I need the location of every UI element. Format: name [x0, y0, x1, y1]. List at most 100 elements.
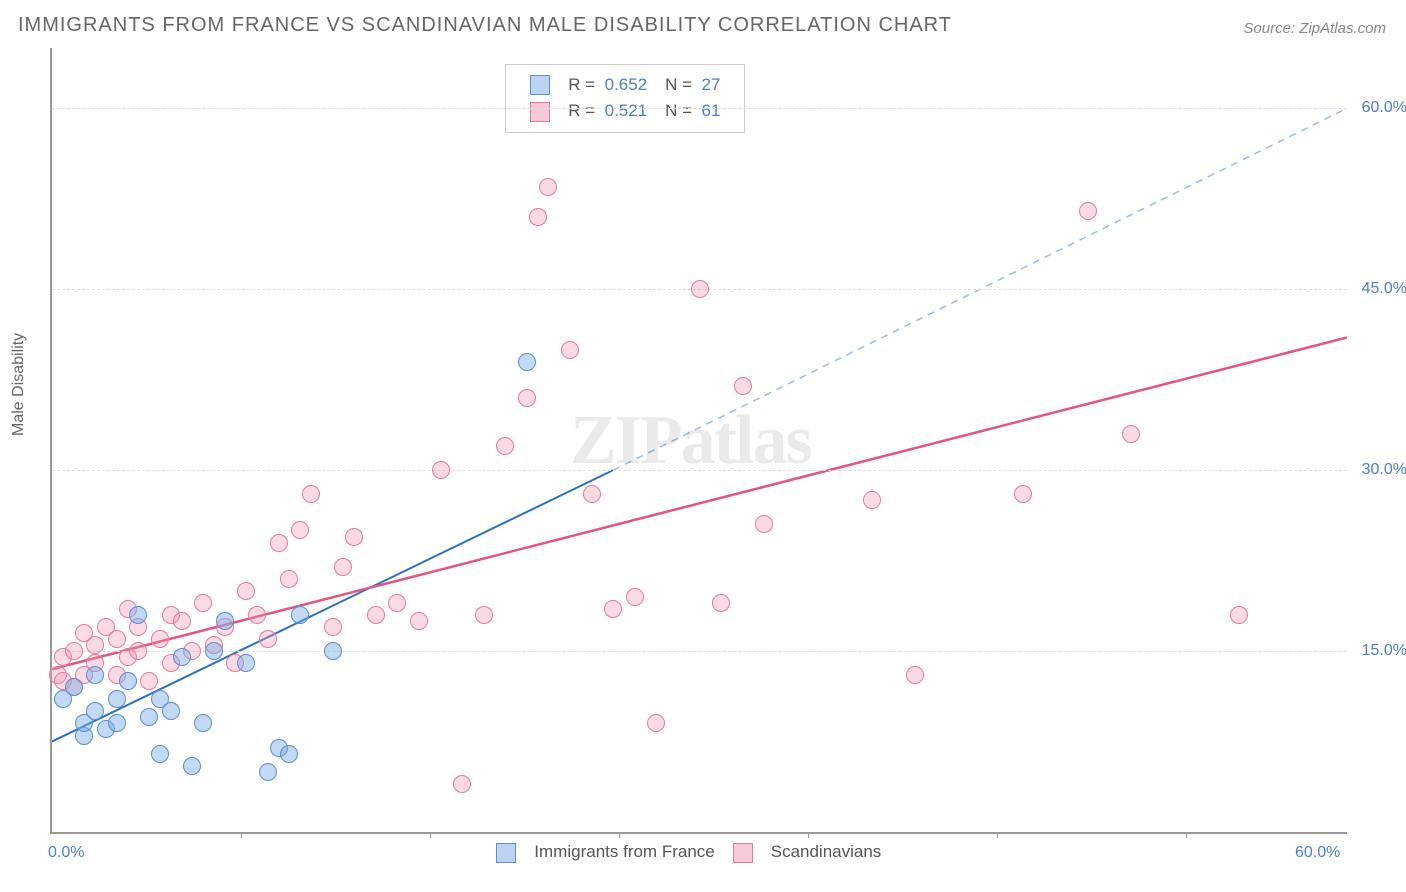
- data-point-scan: [734, 377, 752, 395]
- data-point-scan: [194, 594, 212, 612]
- source-name: ZipAtlas.com: [1299, 20, 1386, 37]
- source-attribution: Source: ZipAtlas.com: [1243, 20, 1386, 37]
- data-point-france: [86, 666, 104, 684]
- bottom-legend-swatch-france: [496, 843, 516, 863]
- r-label: R = 0.652: [560, 73, 655, 98]
- legend-swatch-scan: [530, 102, 550, 122]
- data-point-scan: [604, 600, 622, 618]
- data-point-france: [108, 690, 126, 708]
- data-point-scan: [86, 636, 104, 654]
- data-point-france: [86, 702, 104, 720]
- data-point-scan: [324, 618, 342, 636]
- r-legend-row-france: R = 0.652N = 27: [522, 73, 728, 98]
- data-point-france: [173, 648, 191, 666]
- data-point-france: [162, 702, 180, 720]
- data-point-scan: [755, 515, 773, 533]
- data-point-france: [518, 353, 536, 371]
- data-point-scan: [410, 612, 428, 630]
- data-point-scan: [691, 280, 709, 298]
- r-label: R = 0.521: [560, 99, 655, 124]
- data-point-scan: [583, 485, 601, 503]
- gridline: [52, 651, 1347, 652]
- bottom-legend-label-france: Immigrants from France: [534, 842, 714, 861]
- data-point-france: [129, 606, 147, 624]
- data-point-france: [216, 612, 234, 630]
- y-axis-label: Male Disability: [10, 333, 28, 436]
- data-point-france: [237, 654, 255, 672]
- data-point-france: [183, 757, 201, 775]
- data-point-scan: [626, 588, 644, 606]
- watermark: ZIPatlas: [570, 401, 811, 481]
- regression-line: [52, 337, 1347, 669]
- data-point-scan: [140, 672, 158, 690]
- data-point-scan: [237, 582, 255, 600]
- bottom-legend-swatch-scan: [733, 843, 753, 863]
- data-point-scan: [518, 389, 536, 407]
- bottom-legend: Immigrants from France Scandinavians: [490, 842, 893, 863]
- data-point-scan: [647, 714, 665, 732]
- data-point-scan: [432, 461, 450, 479]
- chart-title: IMMIGRANTS FROM FRANCE VS SCANDINAVIAN M…: [18, 14, 952, 37]
- y-tick-label: 60.0%: [1362, 99, 1406, 117]
- data-point-scan: [108, 630, 126, 648]
- data-point-scan: [302, 485, 320, 503]
- regression-lines-svg: [52, 48, 1347, 832]
- x-tick: [808, 832, 809, 838]
- data-point-scan: [1230, 606, 1248, 624]
- bottom-legend-label-scan: Scandinavians: [771, 842, 882, 861]
- data-point-scan: [529, 208, 547, 226]
- data-point-scan: [334, 558, 352, 576]
- x-tick: [619, 832, 620, 838]
- x-axis-max-label: 60.0%: [1295, 844, 1340, 862]
- data-point-scan: [173, 612, 191, 630]
- data-point-scan: [280, 570, 298, 588]
- data-point-scan: [712, 594, 730, 612]
- data-point-scan: [561, 341, 579, 359]
- data-point-france: [205, 642, 223, 660]
- data-point-scan: [539, 178, 557, 196]
- data-point-scan: [453, 775, 471, 793]
- data-point-france: [140, 708, 158, 726]
- gridline: [52, 108, 1347, 109]
- data-point-scan: [1014, 485, 1032, 503]
- y-tick-label: 15.0%: [1362, 642, 1406, 660]
- r-legend-row-scan: R = 0.521N = 61: [522, 99, 728, 124]
- x-axis-min-label: 0.0%: [48, 844, 84, 862]
- y-tick-label: 45.0%: [1362, 280, 1406, 298]
- data-point-scan: [248, 606, 266, 624]
- data-point-scan: [1079, 202, 1097, 220]
- data-point-scan: [270, 534, 288, 552]
- data-point-scan: [367, 606, 385, 624]
- data-point-france: [280, 745, 298, 763]
- data-point-france: [324, 642, 342, 660]
- data-point-france: [194, 714, 212, 732]
- data-point-france: [65, 678, 83, 696]
- x-tick: [430, 832, 431, 838]
- data-point-scan: [129, 642, 147, 660]
- data-point-france: [291, 606, 309, 624]
- n-label: N = 61: [657, 99, 728, 124]
- x-tick: [997, 832, 998, 838]
- legend-swatch-france: [530, 75, 550, 95]
- plot-area: ZIPatlas R = 0.652N = 27R = 0.521N = 61 …: [50, 48, 1347, 834]
- data-point-scan: [906, 666, 924, 684]
- y-tick-label: 30.0%: [1362, 461, 1406, 479]
- r-legend-box: R = 0.652N = 27R = 0.521N = 61: [505, 64, 745, 133]
- data-point-scan: [65, 642, 83, 660]
- data-point-scan: [388, 594, 406, 612]
- data-point-france: [151, 745, 169, 763]
- data-point-france: [108, 714, 126, 732]
- data-point-scan: [863, 491, 881, 509]
- data-point-scan: [496, 437, 514, 455]
- gridline: [52, 470, 1347, 471]
- data-point-scan: [291, 521, 309, 539]
- x-tick: [1186, 832, 1187, 838]
- data-point-france: [259, 763, 277, 781]
- data-point-scan: [475, 606, 493, 624]
- n-label: N = 27: [657, 73, 728, 98]
- data-point-scan: [1122, 425, 1140, 443]
- data-point-scan: [259, 630, 277, 648]
- data-point-scan: [151, 630, 169, 648]
- data-point-scan: [345, 528, 363, 546]
- x-tick: [241, 832, 242, 838]
